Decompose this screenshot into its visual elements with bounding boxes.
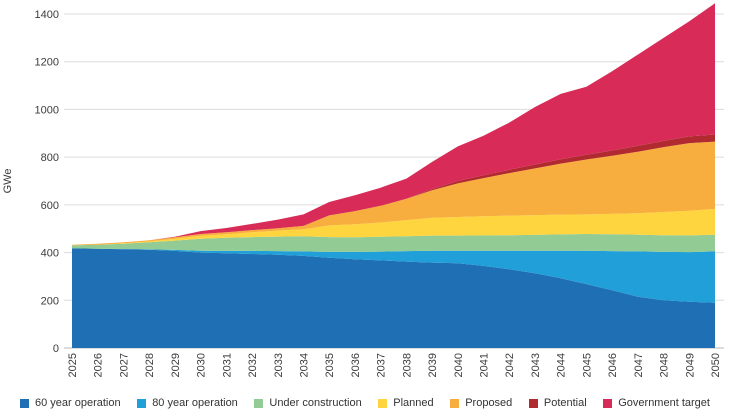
legend-swatch (20, 398, 29, 408)
legend-swatch (137, 398, 147, 408)
y-tick-label: 1000 (35, 104, 59, 116)
area-80-year-operation (72, 248, 715, 303)
x-tick-label-2037: 2037 (376, 353, 388, 377)
y-tick-label: 200 (41, 295, 59, 307)
legend-swatch (254, 398, 264, 408)
x-tick-label-2028: 2028 (144, 353, 156, 377)
legend-item-80-year-operation: 80 year operation (137, 397, 238, 409)
legend-swatch (603, 398, 613, 408)
x-tick-label-2039: 2039 (427, 353, 439, 377)
area-potential (72, 134, 715, 245)
y-tick-label: 1400 (35, 9, 59, 21)
x-tick-label-2050: 2050 (710, 353, 722, 377)
y-tick-label: 0 (53, 343, 59, 355)
x-tick-label-2049: 2049 (684, 353, 696, 377)
x-tick-label-2036: 2036 (350, 353, 362, 377)
legend-swatch (528, 398, 538, 408)
legend-item-government-target: Government target (603, 397, 710, 409)
legend-item-60-year-operation: 60 year operation (20, 397, 121, 409)
y-tick-label: 800 (41, 152, 59, 164)
area-proposed (72, 141, 715, 246)
x-tick-label-2033: 2033 (273, 353, 285, 377)
x-tick-label-2026: 2026 (93, 353, 105, 377)
legend-item-potential: Potential (528, 397, 587, 409)
x-tick-label-2029: 2029 (170, 353, 182, 377)
legend-swatch (378, 398, 388, 408)
x-tick-label-2035: 2035 (324, 353, 336, 377)
x-tick-label-2030: 2030 (196, 353, 208, 377)
x-tick-label-2032: 2032 (247, 353, 259, 377)
x-tick-label-2041: 2041 (479, 353, 491, 377)
chart-legend: 60 year operation 80 year operation Under … (0, 397, 730, 409)
x-tick-label-2046: 2046 (607, 353, 619, 377)
legend-label: Under construction (269, 397, 362, 409)
legend-label: Planned (393, 397, 434, 409)
legend-item-planned: Planned (378, 397, 434, 409)
legend-item-under-construction: Under construction (254, 397, 362, 409)
x-tick-label-2027: 2027 (118, 353, 130, 377)
x-tick-label-2048: 2048 (659, 353, 671, 377)
area-government-target (72, 3, 715, 245)
legend-label: 60 year operation (35, 397, 121, 409)
x-tick-label-2034: 2034 (298, 353, 310, 377)
x-tick-label-2043: 2043 (530, 353, 542, 377)
x-tick-label-2047: 2047 (633, 353, 645, 377)
legend-item-proposed: Proposed (450, 397, 512, 409)
area-60-year-operation (72, 248, 715, 348)
x-tick-label-2031: 2031 (221, 353, 233, 377)
area-under-construction (72, 234, 715, 253)
legend-label: 80 year operation (152, 397, 238, 409)
legend-label: Proposed (465, 397, 513, 409)
y-tick-labels: 0 200 400 600 800 1000 1200 1400 (35, 9, 59, 355)
legend-label: Government target (618, 397, 710, 409)
y-tick-label: 400 (41, 248, 59, 260)
y-axis-title: GWe (2, 169, 14, 194)
legend-label: Potential (543, 397, 587, 409)
x-tick-label-2044: 2044 (556, 353, 568, 377)
area-series (72, 3, 715, 348)
x-tick-label-2042: 2042 (504, 353, 516, 377)
x-tick-label-2045: 2045 (581, 353, 593, 377)
y-tick-label: 600 (41, 200, 59, 212)
legend-swatch (450, 398, 460, 408)
area-planned (72, 208, 715, 246)
y-tick-label: 1200 (35, 57, 59, 69)
x-tick-labels: 2025 2026 2027 2028 2029 2030 2031 2032 2033 2034… (67, 353, 722, 377)
x-tick-label-2038: 2038 (401, 353, 413, 377)
x-tick-label-2040: 2040 (453, 353, 465, 377)
x-tick-label-2025: 2025 (67, 353, 79, 377)
